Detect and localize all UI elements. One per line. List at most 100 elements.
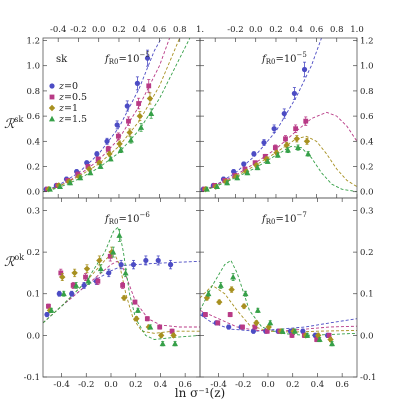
series-curve	[200, 309, 357, 332]
x-tick-label-bottom: 0.0	[104, 380, 118, 390]
panel-title-bottom-left: fR0=10−6	[104, 211, 150, 226]
data-point	[85, 278, 92, 284]
data-point	[240, 303, 248, 310]
data-point	[300, 328, 306, 334]
data-point	[293, 126, 299, 132]
data-point	[134, 80, 141, 86]
data-point	[157, 332, 165, 339]
data-point	[226, 324, 232, 330]
data-point	[134, 307, 141, 313]
data-point	[250, 328, 257, 334]
panel-points-bottom-left	[44, 229, 179, 347]
data-point	[234, 174, 241, 181]
data-point	[301, 66, 308, 73]
data-point	[75, 171, 81, 177]
data-point	[274, 151, 281, 158]
x-tick-label-bottom: 0.4	[311, 380, 325, 390]
title-sub: R0	[109, 218, 119, 226]
title-eq: =10	[118, 214, 139, 225]
data-point	[157, 324, 163, 330]
data-point	[126, 118, 131, 124]
y-axis-label-top: ℛsk	[4, 115, 23, 132]
title-exp: −5	[297, 51, 307, 59]
data-point	[329, 340, 336, 347]
data-point	[85, 164, 91, 169]
data-point	[253, 319, 260, 327]
series-curve	[200, 38, 322, 193]
x-tick-label-top: -0.2	[227, 25, 243, 35]
panel-points-bottom-right	[201, 273, 336, 347]
data-point	[295, 144, 302, 151]
y-tick-label-left: 0.8	[26, 87, 40, 97]
title-eq: =10	[275, 214, 296, 225]
data-point	[85, 165, 93, 173]
y-tick-label-left: 0.3	[26, 206, 40, 216]
data-point	[116, 140, 123, 148]
data-point	[143, 257, 149, 264]
y-tick-label-left: 0.2	[26, 248, 40, 258]
y-tick-label-right: 0.1	[360, 290, 374, 300]
data-point	[144, 55, 151, 61]
x-tick-label-top: 0.0	[249, 25, 263, 35]
y-tick-label-left: 0.1	[26, 290, 40, 300]
y-tick-label-right: 1.0	[360, 62, 374, 72]
data-point	[283, 141, 290, 149]
data-point	[261, 139, 267, 146]
data-point	[59, 273, 66, 281]
x-tick-label-bottom: -0.4	[210, 380, 226, 390]
data-point	[96, 257, 103, 264]
data-point	[147, 323, 154, 330]
y-tick-label-left: 1.2	[26, 37, 40, 47]
y-tick-label-left: -0.1	[24, 373, 40, 383]
series-curve	[43, 251, 200, 334]
data-point	[231, 168, 237, 175]
x-tick-label-bottom: 0.4	[154, 380, 168, 390]
title-sub: R0	[109, 58, 119, 66]
data-point	[117, 146, 124, 153]
data-point	[56, 291, 62, 297]
frames-layer	[42, 37, 358, 378]
data-point	[291, 90, 298, 97]
legend-marker	[48, 104, 56, 112]
data-point	[146, 95, 154, 102]
legend-prefix: z	[58, 114, 65, 125]
data-point	[252, 324, 258, 330]
data-point	[283, 136, 288, 142]
x-tick-label-top: 1.0	[350, 25, 364, 35]
data-point	[279, 328, 286, 334]
data-point	[148, 110, 155, 116]
legend-value: =1	[64, 103, 78, 114]
data-point	[252, 160, 258, 166]
panel-title-bottom-right: fR0=10−7	[261, 211, 307, 226]
data-point	[205, 290, 212, 297]
title-f: f	[104, 54, 111, 65]
legend-value: =1.5	[64, 114, 87, 125]
x-tick-label-top: 0.4	[289, 25, 303, 35]
data-point	[120, 283, 126, 288]
data-point	[106, 150, 113, 158]
x-tick-label-top: -0.4	[50, 25, 66, 35]
data-point	[46, 303, 51, 309]
data-point	[303, 138, 311, 145]
x-tick-label-bottom: 0.2	[129, 380, 143, 390]
data-point	[155, 257, 161, 264]
data-point	[48, 307, 55, 313]
y-tick-label-right: 0.8	[360, 87, 374, 97]
data-point	[116, 232, 123, 238]
title-sub: R0	[266, 218, 276, 226]
data-point	[87, 169, 94, 176]
x-tick-label-bottom: 0.6	[178, 380, 192, 390]
x-axis-label: ln σ⁻¹(z)	[175, 386, 225, 400]
y-tick-label-left: 0.0	[26, 188, 40, 198]
data-point	[244, 169, 251, 176]
series-curve	[200, 111, 357, 193]
data-point	[172, 340, 179, 347]
panel-points-top-right	[200, 61, 312, 193]
data-point	[289, 332, 295, 338]
series-curve	[200, 284, 357, 333]
data-point	[203, 312, 208, 317]
data-point	[44, 311, 50, 318]
data-point	[132, 299, 138, 305]
data-point	[264, 158, 271, 164]
